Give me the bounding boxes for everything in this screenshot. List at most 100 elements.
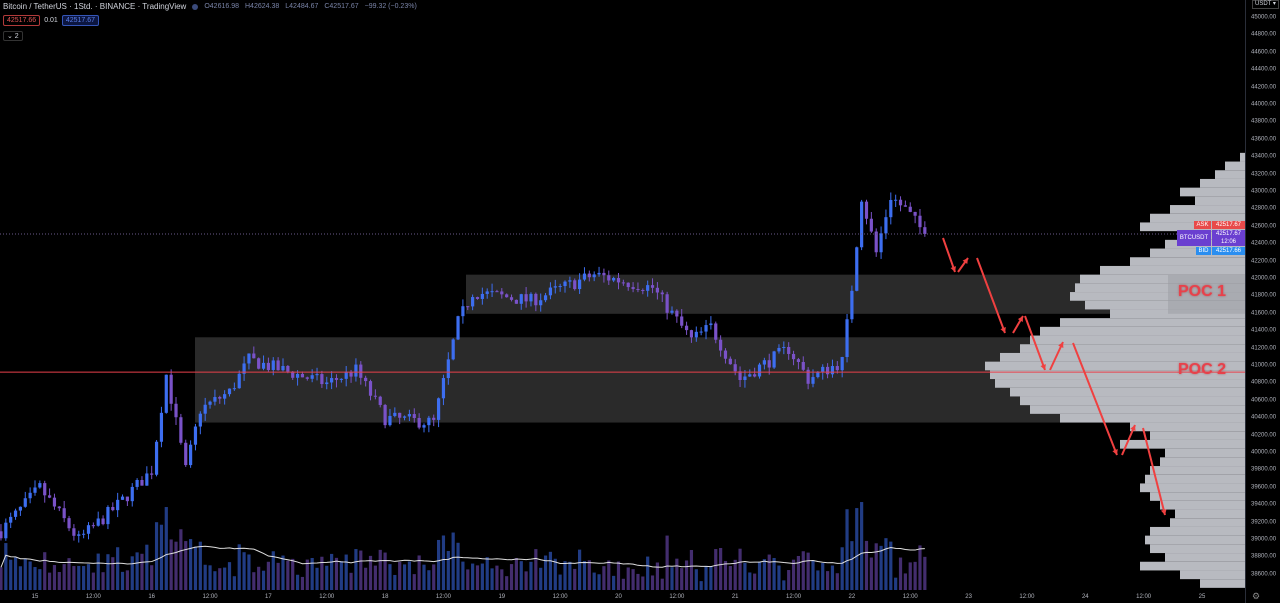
symbol-title[interactable]: Bitcoin / TetherUS · 1Std. · BINANCE · T… [3, 2, 187, 11]
volume-bar [743, 562, 747, 590]
candle-body [821, 366, 825, 372]
candle-body [548, 287, 553, 296]
volume-bar [548, 551, 553, 590]
price-tick-label: 41800.00 [1251, 292, 1277, 299]
volume-bar [18, 566, 23, 590]
volume-bar [427, 570, 431, 590]
volume-bar [446, 550, 450, 590]
indicators-toggle[interactable]: ⌄ 2 [3, 31, 23, 41]
volume-bar [680, 568, 684, 590]
forecast-arrow [942, 237, 956, 273]
volume-bar [101, 572, 105, 590]
volume-bar [821, 562, 825, 590]
volume-profile-bar [1140, 483, 1245, 493]
volume-bar [402, 564, 407, 590]
volume-profile-bar [1150, 431, 1245, 440]
price-tick-label: 43600.00 [1251, 136, 1277, 143]
volume-profile-bar [1215, 170, 1245, 179]
candle-body [184, 442, 188, 466]
candle-body [247, 353, 251, 364]
volume-bar [612, 575, 616, 590]
candle-body [325, 382, 329, 385]
candle-body [203, 404, 207, 414]
sell-button[interactable]: 42517.66 [3, 15, 41, 26]
candle-body [680, 316, 684, 326]
time-tick-label: 12:00 [319, 594, 335, 600]
volume-bar [203, 564, 207, 590]
candle-body [28, 492, 32, 499]
candle-body [383, 404, 387, 426]
price-tick-label: 43200.00 [1251, 171, 1277, 178]
price-tick-label: 42400.00 [1251, 240, 1277, 247]
volume-bar [330, 553, 334, 590]
price-tick-label: 45000.00 [1251, 14, 1277, 21]
volume-bar [232, 576, 236, 590]
volume-bar [154, 522, 159, 590]
volume-bar [830, 565, 835, 590]
candle-body [198, 413, 202, 427]
price-tick-label: 44600.00 [1251, 49, 1277, 56]
candle-body [616, 278, 621, 283]
candle-body [218, 397, 222, 399]
forecast-arrow [1072, 342, 1118, 456]
candle-body [539, 300, 543, 306]
volume-bar [684, 560, 689, 590]
volume-bar [762, 559, 766, 590]
candle-body [286, 365, 290, 372]
candle-body [811, 377, 815, 384]
settings-gear-icon[interactable]: ⚙ [1252, 591, 1261, 601]
candle-body [52, 497, 57, 507]
volume-bar [237, 544, 241, 590]
time-tick-label: 12:00 [786, 594, 802, 600]
candle-body [660, 292, 664, 295]
volume-bar [252, 572, 256, 590]
volume-bar [72, 566, 76, 590]
candle-body [655, 287, 659, 293]
candle-body [903, 205, 907, 207]
volume-profile-bar [1150, 466, 1245, 475]
volume-bar [587, 560, 591, 590]
candle-body [159, 412, 164, 442]
volume-bar [869, 557, 873, 590]
volume-bar [665, 535, 669, 590]
arrow-head-icon [1000, 327, 1006, 333]
candle-body [743, 376, 747, 380]
candle-body [509, 297, 514, 300]
poc1-label[interactable]: POC 1 [1178, 283, 1227, 300]
candle-body [300, 373, 305, 378]
candle-body [130, 486, 134, 502]
candle-body [441, 378, 446, 399]
forecast-arrow [1142, 427, 1166, 516]
candle-body [154, 441, 159, 475]
time-tick-label: 22 [848, 594, 856, 600]
volume-bar [845, 509, 849, 590]
candle-body [874, 231, 878, 253]
candle-body [334, 378, 339, 380]
volume-profile-bar [1160, 457, 1245, 467]
time-tick-label: 15 [31, 594, 39, 600]
volume-bar [592, 572, 596, 590]
volume-bar [28, 561, 32, 590]
volume-bar [373, 565, 377, 590]
candle-body [684, 325, 689, 331]
volume-bar [879, 545, 883, 590]
candle-body [694, 331, 698, 338]
candle-body [621, 282, 625, 284]
volume-bar [889, 541, 893, 590]
currency-selector[interactable]: USDT ▾ [1252, 0, 1279, 9]
candle-body [359, 364, 363, 378]
volume-bar [480, 563, 484, 590]
volume-bar [505, 576, 509, 590]
candle-body [344, 371, 348, 379]
buy-button[interactable]: 42517.67 [61, 15, 100, 26]
volume-bar [534, 549, 538, 590]
candle-body [466, 306, 470, 308]
volume-profile-bar [1100, 265, 1245, 275]
volume-bar [339, 561, 343, 590]
bar-countdown: 12:06 [1220, 239, 1236, 245]
candle-body [232, 388, 236, 390]
poc2-label[interactable]: POC 2 [1178, 361, 1227, 378]
price-scale[interactable] [1245, 0, 1280, 603]
candle-body [748, 374, 752, 377]
